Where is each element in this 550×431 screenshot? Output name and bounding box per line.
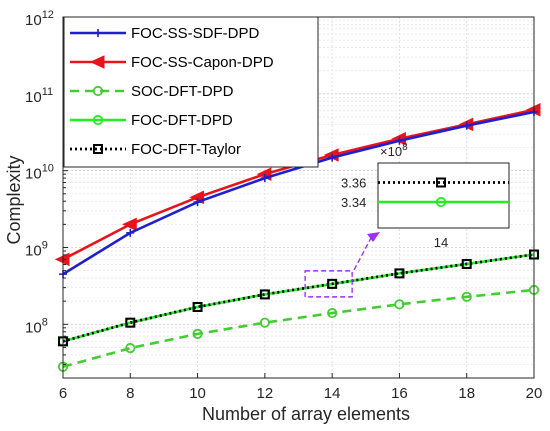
data-point xyxy=(394,268,405,279)
series-line xyxy=(62,288,535,369)
series-line xyxy=(62,253,535,343)
inset-y-tick-label: 3.36 xyxy=(341,176,366,191)
inset-taylor-point xyxy=(436,177,446,188)
zoom-indicator xyxy=(304,232,380,298)
y-tick-label: 109 xyxy=(25,239,48,259)
legend-label: FOC-DFT-DPD xyxy=(131,112,233,129)
data-point xyxy=(327,278,338,289)
data-point xyxy=(461,258,472,269)
data-point xyxy=(395,136,404,145)
data-point xyxy=(328,153,337,162)
y-tick-label: 108 xyxy=(25,316,48,336)
legend-marker xyxy=(92,85,104,97)
data-point xyxy=(461,291,472,302)
legend: FOC-SS-SDF-DPD FOC-SS-Capon-DPD SOC-DFT-DP… xyxy=(63,16,319,168)
x-tick-label: 20 xyxy=(526,385,543,402)
zoom-region-box xyxy=(304,270,353,298)
y-axis-label: Complexity xyxy=(4,155,24,244)
x-axis-label: Number of array elements xyxy=(202,404,410,424)
inset-dft-point xyxy=(435,196,447,208)
inset-plot: 3.36 3.34 ×108 14 xyxy=(341,142,510,250)
inset-frame xyxy=(377,162,510,229)
data-point xyxy=(192,328,203,339)
legend-entry: FOC-DFT-Taylor xyxy=(70,141,241,158)
x-tick-label: 8 xyxy=(126,385,134,402)
zoom-arrow-head xyxy=(367,232,380,242)
legend-label: FOC-SS-SDF-DPD xyxy=(131,25,259,42)
x-tick-label: 16 xyxy=(391,385,408,402)
legend-entry: SOC-DFT-DPD xyxy=(70,83,234,100)
data-point xyxy=(462,121,471,130)
y-tick-label: 1012 xyxy=(25,9,54,29)
data-point xyxy=(126,228,135,237)
legend-marker xyxy=(89,55,105,69)
legend-marker xyxy=(92,114,104,126)
legend-entry: FOC-SS-Capon-DPD xyxy=(70,54,274,71)
y-tick-label: 1010 xyxy=(25,163,54,183)
x-tick-label: 12 xyxy=(257,385,274,402)
legend-marker xyxy=(93,144,103,154)
data-point xyxy=(259,289,270,300)
data-point xyxy=(260,174,269,183)
legend-entry: FOC-DFT-DPD xyxy=(70,112,233,129)
legend-label: FOC-SS-Capon-DPD xyxy=(131,54,274,71)
inset-x-label: 14 xyxy=(434,235,448,250)
inset-y-tick-label: 3.34 xyxy=(341,195,366,210)
legend-marker xyxy=(94,29,102,37)
zoom-arrow-line xyxy=(353,235,373,271)
data-point xyxy=(122,217,137,232)
inset-multiplier: ×108 xyxy=(380,142,408,159)
x-tick-label: 18 xyxy=(458,385,475,402)
data-point xyxy=(394,299,405,310)
data-point xyxy=(125,317,136,328)
x-tick-label: 14 xyxy=(324,385,341,402)
legend-label: FOC-DFT-Taylor xyxy=(131,141,241,158)
data-point xyxy=(193,198,202,207)
axis-labels: Number of array elements Complexity xyxy=(4,155,410,424)
series-line xyxy=(62,110,535,276)
series-soc-dft-dpd xyxy=(57,284,540,372)
legend-label: SOC-DFT-DPD xyxy=(131,83,234,100)
data-point xyxy=(327,307,338,319)
data-point xyxy=(192,301,203,312)
data-point xyxy=(125,343,136,354)
x-tick-label: 10 xyxy=(189,385,206,402)
legend-entry: FOC-SS-SDF-DPD xyxy=(70,25,259,42)
data-point xyxy=(259,317,270,328)
series-layer xyxy=(54,102,541,372)
y-tick-label: 1011 xyxy=(25,86,53,106)
x-tick-label: 6 xyxy=(59,385,67,402)
